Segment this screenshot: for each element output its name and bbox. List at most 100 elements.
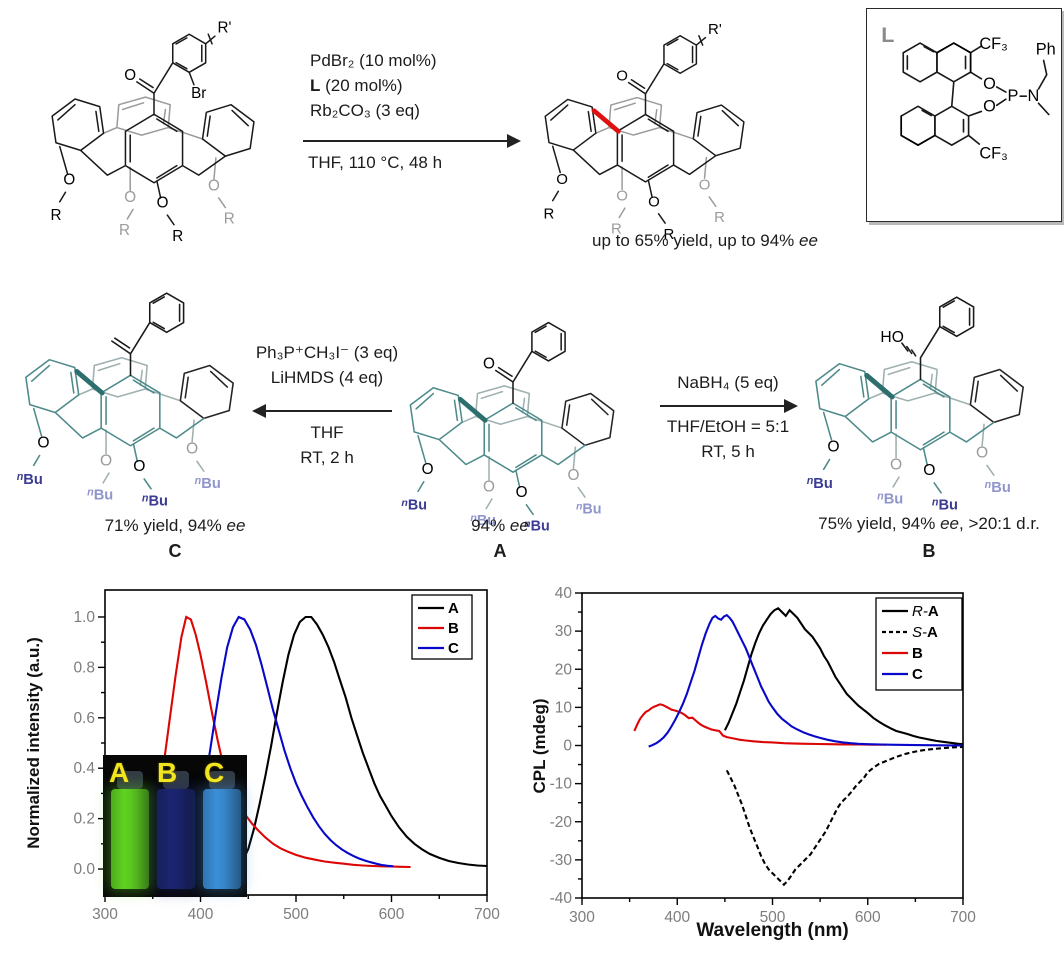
svg-text:30: 30 (555, 623, 573, 640)
svg-text:400: 400 (664, 909, 690, 926)
svg-text:A: A (448, 600, 459, 617)
r-group-3: R (172, 228, 183, 245)
atom-o4: O (976, 445, 988, 462)
nbu-2: nBu (877, 491, 903, 508)
cpl-x-axis-label: Wavelength (nm) (696, 920, 849, 941)
r-group-4: R (224, 211, 235, 228)
atom-o3: O (516, 484, 528, 501)
atom-o3: O (157, 195, 169, 212)
svg-text:S-A: S-A (912, 624, 938, 641)
series-C (197, 615, 394, 868)
cuvette-c (203, 789, 241, 889)
atom-o1: O (422, 461, 434, 478)
atom-o-carbonyl: O (483, 356, 495, 373)
a-label: A (493, 541, 507, 561)
series-B (145, 615, 411, 869)
svg-text:0.0: 0.0 (73, 861, 95, 878)
r-group-1: R (50, 207, 61, 224)
svg-text:700: 700 (950, 909, 976, 926)
cuvette-photo-inset: A B C (103, 755, 247, 897)
reaction-arrow-top (303, 140, 509, 142)
reagent-pdbr2: PdBr₂ (10 mol%) (310, 51, 437, 70)
cpl-y-axis-label: CPL (mdeg) (530, 698, 549, 794)
svg-text:0.8: 0.8 (73, 659, 95, 676)
r-group-2: R (119, 222, 130, 239)
atom-o3: O (923, 462, 935, 479)
svg-text:0.6: 0.6 (73, 710, 95, 727)
cuvette-a (111, 789, 149, 889)
ligand-structure: L CF₃ CF₃ O O P N Ph (881, 23, 1056, 162)
svg-text:300: 300 (92, 906, 118, 923)
o-bottom-label: O (983, 97, 996, 115)
svg-text:B: B (448, 620, 459, 637)
arrowhead-right-icon (507, 134, 521, 148)
molecule-reactant: O Br R' O O O O R R R R (50, 19, 255, 245)
cf3-top-label: CF₃ (979, 35, 1007, 53)
svg-text:600: 600 (855, 909, 881, 926)
svg-text:20: 20 (555, 661, 573, 678)
atom-br: Br (191, 85, 206, 102)
atom-o1: O (63, 172, 75, 189)
highlight-bond-teal (864, 372, 895, 400)
b-conditions-below: THF/EtOH = 5:1 RT, 5 h (666, 417, 790, 461)
tick-labels: 300 400 500 600 700 -40 -30 -20 -10 0 10 20 30 40 (550, 585, 977, 926)
benzene-ring (531, 321, 566, 362)
svg-text:40: 40 (555, 585, 573, 602)
svg-text:-40: -40 (550, 890, 573, 907)
svg-text:0.2: 0.2 (73, 811, 95, 828)
b-label: B (922, 541, 936, 561)
atom-o3: O (133, 458, 145, 475)
svg-text:500: 500 (283, 906, 309, 923)
nbu-3: nBu (524, 518, 550, 535)
p-label: P (1008, 87, 1019, 105)
nbu-1: nBu (807, 475, 833, 492)
series-R-A (723, 607, 963, 746)
nbu-4: nBu (576, 501, 602, 518)
r-group-3: R (664, 226, 675, 243)
r-group-4: R (714, 209, 725, 226)
atom-o1: O (827, 439, 839, 456)
r-group-1: R (544, 205, 555, 222)
nbu-3: nBu (142, 492, 168, 509)
benzene-ring (938, 296, 975, 338)
benzene-ring (171, 33, 207, 74)
reaction-conditions-top: PdBr₂ (10 mol%) L (20 mol%) Rb₂CO₃ (3 eq… (310, 48, 437, 123)
svg-text:1.0: 1.0 (73, 609, 95, 626)
arrowhead-right-icon (784, 399, 798, 413)
molecule-b: HO O O O O nBu nBu nBu nBu (807, 296, 1024, 513)
wittig-reagent: Ph₃P⁺CH₃I⁻ (3 eq) (255, 343, 399, 362)
legend: R-A S-A BC (875, 597, 963, 691)
highlight-bond-teal (74, 368, 105, 396)
conditions-below-arrow: THF, 110 °C, 48 h (308, 153, 443, 172)
cuvette-label-c: C (204, 757, 225, 788)
c-yield-note: 71% yield, 94% ee (104, 516, 246, 535)
new-aryl-bond-red (591, 108, 621, 134)
nbu-2: nBu (87, 487, 113, 504)
cf3-bottom-label: CF₃ (979, 144, 1007, 162)
atom-o4: O (186, 441, 198, 458)
b-reaction-conditions: NaBH₄ (5 eq) (648, 370, 808, 395)
ph-label: Ph (1036, 40, 1056, 58)
ligand-frame-label: L (881, 23, 894, 47)
tick-labels: 300 400 500 600 700 0.0 0.2 0.4 0.6 0.8 1.0 (73, 609, 500, 923)
svg-text:C: C (912, 666, 923, 683)
cuvette-label-b: B (157, 757, 178, 788)
svg-text:10: 10 (555, 699, 573, 716)
svg-text:R-A: R-A (912, 603, 939, 620)
atom-o4: O (699, 176, 711, 193)
molecule-c: O O O O nBu nBu nBu nBu (17, 292, 234, 509)
svg-text:-30: -30 (550, 852, 573, 869)
molecule-a: O O O O O nBu nBu nBu nBu (401, 321, 615, 535)
r-group-2: R (611, 220, 622, 237)
c-reaction-conditions: Ph₃P⁺CH₃I⁻ (3 eq) LiHMDS (4 eq) (247, 340, 407, 390)
svg-text:C: C (448, 640, 459, 657)
atom-o4: O (208, 177, 220, 194)
series-lines (633, 607, 963, 887)
benzene-ring (148, 292, 185, 334)
svg-text:600: 600 (379, 906, 405, 923)
series-C (648, 613, 963, 748)
o-top-label: O (983, 75, 996, 93)
cuvette-label-a: A (109, 757, 130, 788)
cuvette-cap (117, 771, 143, 789)
reagent-rb2co3: Rb₂CO₃ (3 eq) (310, 101, 420, 120)
